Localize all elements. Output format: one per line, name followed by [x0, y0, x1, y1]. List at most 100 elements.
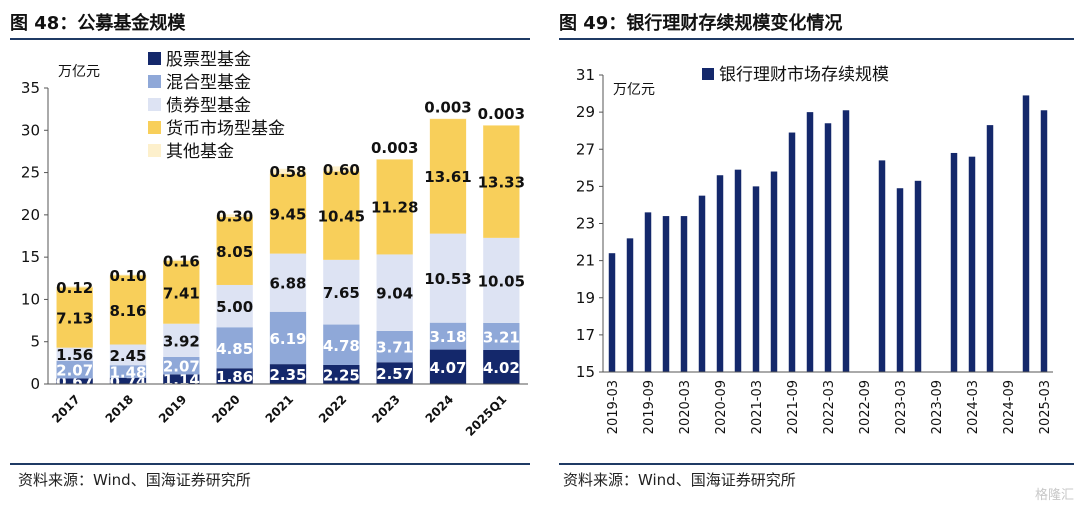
- legend-swatch: [148, 144, 161, 157]
- bar: [950, 152, 958, 372]
- data-label: 11.28: [371, 199, 418, 217]
- figure-49-title: 图 49：银行理财存续规模变化情况: [559, 13, 843, 34]
- data-label: 1.56: [56, 346, 93, 364]
- legend-label: 混合型基金: [166, 73, 251, 93]
- data-label: 1.86: [216, 368, 253, 386]
- legend-swatch: [148, 121, 161, 134]
- x-tick-label: 2022-03: [822, 380, 837, 434]
- legend-label: 银行理财市场存续规模: [719, 65, 889, 85]
- bar: [626, 238, 634, 372]
- data-label: 1.48: [109, 363, 146, 381]
- legend-swatch: [148, 75, 161, 88]
- data-label: 0.30: [216, 208, 253, 226]
- bar-segment: [109, 275, 147, 345]
- y-tick-label: 21: [576, 252, 595, 270]
- y-tick-label: 15: [576, 363, 595, 381]
- bar-segment: [323, 171, 360, 260]
- bar-segment: [483, 322, 520, 351]
- data-label: 0.003: [478, 105, 525, 123]
- bar-segment: [429, 349, 467, 384]
- bar: [842, 110, 850, 373]
- bar: [680, 216, 688, 372]
- data-label: 0.003: [371, 139, 418, 157]
- bar-segment: [216, 216, 253, 285]
- data-label: 2.45: [109, 347, 146, 365]
- y-tick-label: 20: [21, 206, 40, 224]
- data-label: 2.07: [163, 358, 200, 376]
- data-label: 3.18: [429, 328, 466, 346]
- bar-segment: [163, 261, 200, 324]
- data-label: 7.65: [323, 284, 360, 302]
- fund-size-chart: 05101520253035万亿元0.672.071.567.130.12201…: [21, 50, 528, 439]
- data-label: 2.25: [323, 366, 360, 384]
- y-tick-label: 5: [30, 333, 40, 351]
- bar-segment: [483, 125, 520, 126]
- source-rule: [10, 463, 530, 465]
- bar-segment: [323, 364, 360, 384]
- y-unit-label: 万亿元: [58, 64, 100, 80]
- data-label: 9.04: [376, 285, 413, 303]
- bar: [644, 212, 652, 372]
- bar-segment: [269, 253, 307, 312]
- data-label: 0.003: [424, 99, 471, 117]
- bar: [1022, 95, 1030, 372]
- title-rule: [559, 38, 1074, 40]
- x-tick-label: 2019-03: [606, 380, 621, 434]
- data-label: 4.07: [429, 359, 466, 377]
- y-tick-label: 27: [576, 140, 595, 158]
- y-tick-label: 29: [576, 103, 595, 121]
- bar-segment: [429, 118, 467, 120]
- legend-label: 其他基金: [166, 142, 234, 162]
- bar-segment: [269, 168, 307, 174]
- x-tick-label: 2023: [369, 392, 403, 426]
- bar-segment: [483, 125, 520, 238]
- bar: [986, 125, 994, 373]
- data-label: 0.60: [323, 161, 360, 179]
- wealth-management-chart: 15 17 19 21 23 25 27 29 31 万亿元 2019-03 2019-09 2020-…: [576, 65, 1053, 434]
- x-tick-label: 2022-09: [858, 380, 873, 434]
- data-label: 6.19: [269, 330, 306, 348]
- bar: [824, 123, 832, 372]
- data-label: 10.45: [318, 208, 365, 226]
- data-label: 2.57: [376, 365, 413, 383]
- x-tick-label: 2019-09: [642, 380, 657, 434]
- bar: [896, 188, 904, 372]
- bar-segment: [376, 254, 413, 331]
- x-tick-label: 2020-09: [714, 380, 729, 434]
- data-label: 10.05: [478, 272, 525, 290]
- bar: [608, 253, 616, 372]
- bar-segment: [269, 173, 307, 254]
- bar-segment: [109, 274, 147, 276]
- bar-segment: [163, 356, 200, 375]
- bar-segment: [216, 327, 253, 369]
- x-tick-label: 2018: [103, 392, 137, 426]
- right-panel: 图 49：银行理财存续规模变化情况 15 17 19 21 23 25 27 29 31 万亿元 2…: [545, 0, 1080, 507]
- data-label: 3.21: [483, 328, 520, 346]
- data-label: 13.33: [478, 173, 525, 191]
- y-tick-label: 30: [21, 121, 40, 139]
- bar: [788, 132, 796, 372]
- data-label: 1.14: [163, 371, 200, 389]
- x-tick-label: 2023-03: [894, 380, 909, 434]
- data-label: 0.12: [56, 279, 93, 297]
- data-label: 8.16: [109, 302, 146, 320]
- bar-segment: [429, 233, 467, 323]
- bar: [752, 186, 760, 372]
- bar: [734, 169, 742, 372]
- bar-segment: [323, 166, 360, 172]
- bar-segment: [216, 284, 253, 328]
- y-tick-label: 15: [21, 248, 40, 266]
- bar-segment: [323, 259, 360, 325]
- x-tick-label: 2021: [263, 392, 297, 426]
- bar-segment: [323, 324, 360, 365]
- bar-segment: [163, 259, 200, 262]
- title-rule: [10, 38, 530, 40]
- source-rule: [559, 463, 1074, 465]
- y-tick-label: 19: [576, 289, 595, 307]
- data-label: 13.61: [424, 168, 471, 186]
- x-tick-label: 2024-09: [1002, 380, 1017, 434]
- bar: [770, 171, 778, 372]
- bar-segment: [376, 362, 413, 384]
- y-tick-label: 25: [576, 177, 595, 195]
- left-source: 资料来源：Wind、国海证券研究所: [18, 471, 251, 489]
